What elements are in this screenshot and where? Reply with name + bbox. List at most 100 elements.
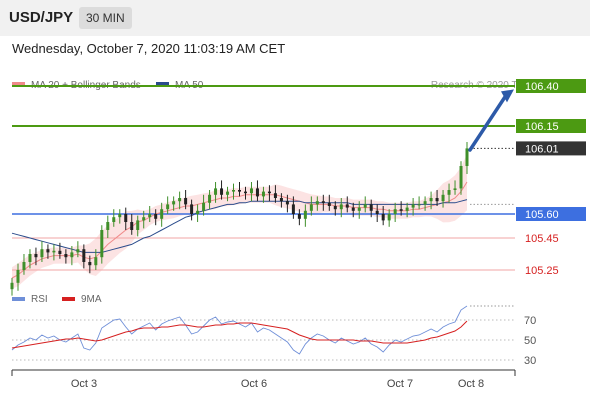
candle-body bbox=[94, 257, 98, 266]
candle-body bbox=[441, 194, 445, 202]
candle-body bbox=[411, 204, 415, 208]
legend-rsi: RSI bbox=[12, 294, 48, 305]
candle-body bbox=[82, 249, 86, 262]
candle-body bbox=[28, 254, 32, 262]
legend-label-rsi: RSI bbox=[31, 294, 48, 305]
candle-body bbox=[357, 207, 361, 211]
x-tick-label: Oct 6 bbox=[241, 378, 267, 390]
candle-body bbox=[10, 282, 14, 290]
level-label-box-106.40 bbox=[516, 79, 586, 93]
candle-body bbox=[22, 262, 26, 270]
candle-body bbox=[226, 191, 230, 195]
level-label-105.25: 105.25 bbox=[525, 265, 559, 277]
candle-body bbox=[58, 250, 62, 254]
level-lines-layer bbox=[12, 85, 515, 271]
legend-swatch-bollinger bbox=[12, 82, 25, 87]
candle-body bbox=[309, 204, 313, 211]
candle-body bbox=[345, 204, 349, 208]
candle-body bbox=[142, 217, 146, 221]
timeframe-badge[interactable]: 30 MIN bbox=[79, 7, 132, 29]
candle-body bbox=[76, 249, 80, 253]
level-label-105.60: 105.60 bbox=[525, 209, 559, 221]
candle-body bbox=[405, 207, 409, 211]
projection-arrow-shaft bbox=[468, 93, 508, 152]
candle-body bbox=[16, 270, 20, 283]
candle-body bbox=[339, 204, 343, 210]
candlestick-layer bbox=[10, 142, 469, 296]
candle-body bbox=[459, 166, 463, 189]
rsi-line bbox=[11, 305, 468, 355]
candle-body bbox=[261, 191, 265, 197]
level-label-106.01: 106.01 bbox=[525, 143, 559, 155]
candle-body bbox=[112, 217, 116, 222]
timestamp: Wednesday, October 7, 2020 11:03:19 AM C… bbox=[12, 41, 286, 56]
x-tick-label: Oct 7 bbox=[387, 378, 413, 390]
candle-body bbox=[64, 254, 68, 258]
candle-body bbox=[447, 190, 451, 195]
rsi-9ma-line bbox=[11, 320, 468, 349]
candle-body bbox=[208, 194, 212, 203]
candle-body bbox=[160, 209, 164, 219]
candle-body bbox=[130, 222, 134, 230]
level-labels-layer: 106.40 106.15 106.01 105.60 105.45 105.25 bbox=[516, 79, 586, 277]
candle-body bbox=[255, 188, 259, 197]
candle-body bbox=[70, 252, 74, 258]
candle-body bbox=[327, 202, 331, 206]
legend-swatch-ma50 bbox=[156, 82, 169, 87]
candle-body bbox=[220, 188, 224, 195]
currency-pair-title: USD/JPY bbox=[9, 9, 74, 26]
candle-body bbox=[88, 262, 92, 266]
legend-swatch-9ma bbox=[62, 297, 75, 302]
bollinger-band-area bbox=[12, 153, 467, 289]
candle-body bbox=[136, 220, 140, 230]
candle-body bbox=[423, 201, 427, 205]
rsi-tick-50: 50 bbox=[524, 335, 536, 347]
ma50-line bbox=[11, 199, 468, 253]
candle-body bbox=[243, 191, 247, 194]
candle-body bbox=[381, 214, 385, 221]
projection-arrow-head bbox=[501, 89, 514, 103]
rsi-panel: 30 50 70 bbox=[11, 305, 536, 367]
candle-body bbox=[214, 188, 218, 195]
candle-body bbox=[166, 204, 170, 210]
candle-body bbox=[465, 148, 469, 166]
candle-body bbox=[303, 210, 307, 219]
legend-label-9ma: 9MA bbox=[81, 294, 102, 305]
candle-body bbox=[184, 198, 188, 205]
candle-body bbox=[34, 254, 38, 258]
level-label-box-106.15 bbox=[516, 119, 586, 133]
level-label-106.40: 106.40 bbox=[525, 81, 559, 93]
candle-body bbox=[363, 204, 367, 208]
candle-body bbox=[178, 198, 182, 202]
bollinger-band-layer bbox=[12, 153, 467, 289]
candle-body bbox=[279, 198, 283, 202]
candle-body bbox=[315, 201, 319, 205]
candle-body bbox=[202, 202, 206, 211]
x-tick-label: Oct 3 bbox=[71, 378, 97, 390]
candle-body bbox=[190, 204, 194, 214]
level-label-106.15: 106.15 bbox=[525, 121, 559, 133]
level-label-box-105.60 bbox=[516, 207, 586, 221]
candle-body bbox=[387, 214, 391, 221]
rsi-tick-30: 30 bbox=[524, 355, 536, 367]
x-axis: Oct 3 Oct 6 Oct 7 Oct 8 bbox=[11, 369, 516, 390]
candle-body bbox=[453, 188, 457, 190]
candle-body bbox=[267, 191, 271, 194]
header-bar: USD/JPY 30 MIN bbox=[0, 0, 590, 36]
candle-body bbox=[375, 210, 379, 214]
candle-body bbox=[285, 201, 289, 205]
candle-body bbox=[52, 250, 56, 253]
candle-body bbox=[238, 190, 241, 192]
legend-swatch-rsi bbox=[12, 297, 25, 302]
candle-body bbox=[333, 206, 337, 210]
candle-body bbox=[196, 210, 200, 214]
level-label-105.45: 105.45 bbox=[525, 233, 559, 245]
candle-body bbox=[435, 198, 439, 202]
candle-body bbox=[399, 209, 403, 211]
candle-body bbox=[429, 198, 433, 202]
rsi-tick-70: 70 bbox=[524, 315, 536, 327]
candle-body bbox=[46, 249, 50, 253]
x-tick-label: Oct 8 bbox=[458, 378, 484, 390]
candle-body bbox=[249, 188, 253, 194]
